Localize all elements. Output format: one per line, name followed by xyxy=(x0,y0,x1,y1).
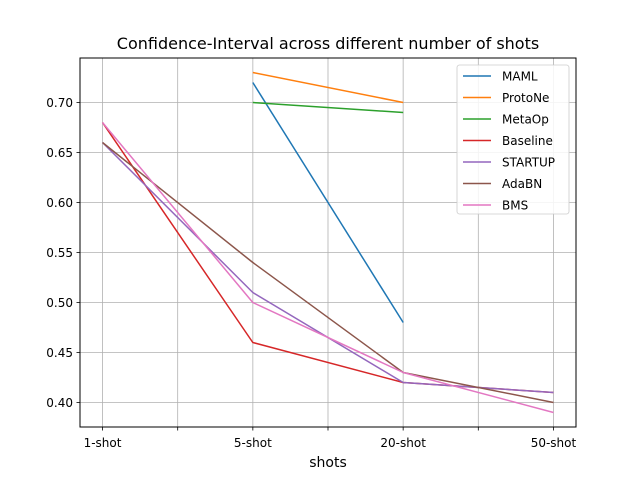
x-tick-label: 20-shot xyxy=(380,436,426,450)
series-line-protone xyxy=(252,71,404,104)
series-line-metaop xyxy=(252,101,404,114)
y-tick-label: 0.50 xyxy=(46,296,73,310)
legend-box xyxy=(456,64,570,215)
y-tick-label: 0.65 xyxy=(46,146,73,160)
x-axis-ticks: 1-shot 5-shot 20-shot 50-shot xyxy=(84,427,577,450)
y-tick-label: 0.55 xyxy=(46,246,73,260)
legend-label: ProtoNe xyxy=(502,91,549,105)
legend-label: STARTUP xyxy=(502,156,555,170)
y-tick-label: 0.45 xyxy=(46,346,73,360)
x-tick-label: 50-shot xyxy=(531,436,577,450)
legend-label: BMS xyxy=(502,199,528,213)
legend-label: AdaBN xyxy=(502,177,542,191)
legend-label: MAML xyxy=(502,70,538,84)
y-axis-ticks: 0.40 0.45 0.50 0.55 0.60 0.65 0.70 xyxy=(46,96,80,410)
grid xyxy=(80,58,576,427)
legend-label: Baseline xyxy=(502,134,553,148)
legend: MAML ProtoNe MetaOp Baseline STARTUP AdaBN BMS xyxy=(456,64,570,215)
series-line-bms xyxy=(101,122,554,414)
legend-label: MetaOp xyxy=(502,113,549,127)
y-tick-label: 0.40 xyxy=(46,396,73,410)
y-tick-label: 0.70 xyxy=(46,96,73,110)
series-line-maml xyxy=(252,82,404,323)
x-axis-label: shots xyxy=(309,455,347,471)
y-tick-label: 0.60 xyxy=(46,196,73,210)
series-line-adabn xyxy=(102,141,554,404)
chart-title: Confidence-Interval across different num… xyxy=(117,34,539,53)
series-lines xyxy=(101,71,554,414)
x-tick-label: 1-shot xyxy=(84,436,122,450)
x-tick-label: 5-shot xyxy=(234,436,272,450)
